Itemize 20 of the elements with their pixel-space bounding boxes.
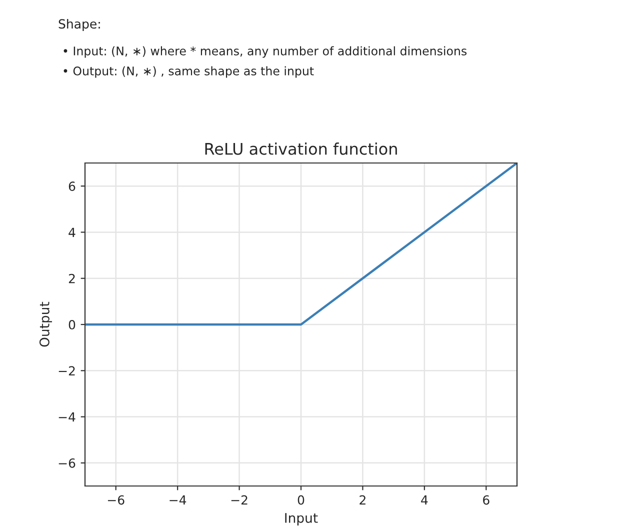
x-tick-label: −4	[170, 495, 186, 505]
chart-title: ReLU activation function	[205, 142, 397, 155]
x-tick-label: 4	[421, 495, 428, 505]
text: Shape:	[58, 18, 100, 32]
y-tick-label: 2	[68, 274, 75, 284]
y-tick-label: −2	[58, 366, 75, 376]
x-tick-label: −6	[108, 495, 124, 505]
x-tick-label: 0	[298, 495, 304, 505]
y-tick-label: −6	[58, 458, 76, 468]
x-tick-label: −2	[231, 495, 248, 505]
y-tick-label: −4	[58, 412, 76, 422]
text: • Output: (N, ∗) , same shape as the input	[64, 66, 314, 78]
x-tick-label: 6	[483, 495, 490, 505]
y-tick-label: 4	[68, 228, 76, 237]
y-tick-label: 0	[68, 320, 76, 330]
y-tick-label: 6	[68, 182, 76, 191]
text: • Input: (N, ∗) where * means, any number of additional dimensions	[64, 46, 467, 58]
y-axis-title: Output	[39, 302, 52, 347]
x-tick-label: 2	[360, 495, 366, 505]
x-axis-title: Input	[285, 513, 318, 526]
